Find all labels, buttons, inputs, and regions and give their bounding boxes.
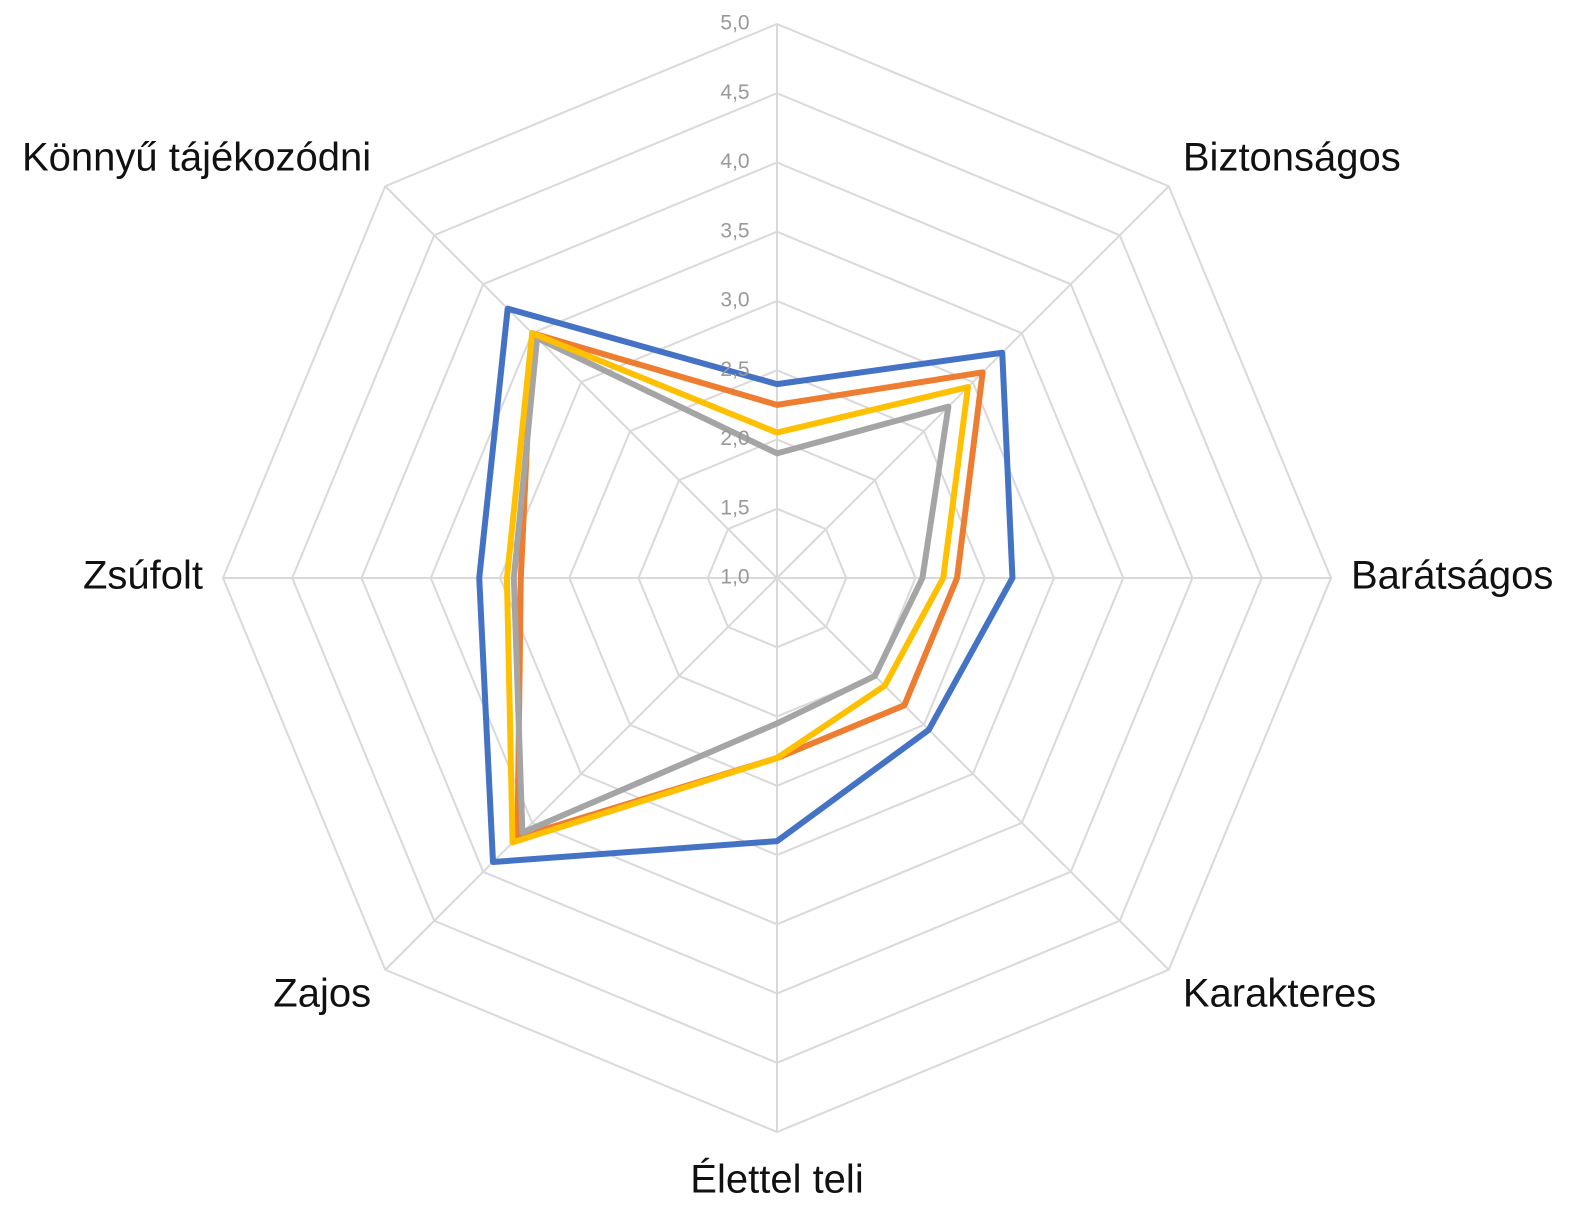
y-tick-label: 3,0	[720, 289, 749, 312]
series-line	[510, 335, 952, 836]
category-label: Zsúfolt	[83, 554, 203, 598]
y-tick-label: 1,5	[720, 496, 749, 519]
grid-ring	[637, 438, 917, 718]
grid-ring	[568, 369, 986, 787]
category-label: Élettel teli	[690, 1157, 863, 1202]
grid-ring	[498, 299, 1056, 857]
grid-ring	[706, 507, 848, 649]
series-layer	[476, 305, 1016, 866]
series-line	[476, 305, 1016, 866]
y-tick-label: 5,0	[720, 12, 749, 35]
y-tick-label: 4,0	[720, 150, 749, 173]
label-layer: 1,0 1,5 2,0 2,5 3,0 3,5 4,0 4,5 5,0 Biztonságos Ba…	[22, 12, 1553, 1202]
category-label: Biztonságos	[1183, 136, 1401, 180]
grid	[221, 22, 1333, 1134]
y-tick-label: 3,5	[720, 219, 749, 242]
y-tick-label: 2,0	[720, 427, 749, 450]
category-label: Barátságos	[1351, 554, 1553, 598]
series-line	[503, 330, 971, 846]
category-label: Karakteres	[1183, 971, 1376, 1015]
grid-ring	[291, 92, 1263, 1064]
grid-ring	[360, 161, 1194, 995]
category-label: Zajos	[273, 971, 371, 1015]
y-tick-label: 4,5	[720, 81, 749, 104]
y-tick-label: 1,0	[720, 566, 749, 589]
category-label: Könnyű tájékozódni	[22, 136, 371, 180]
y-tick-label: 2,5	[720, 358, 749, 381]
grid-ring	[221, 22, 1333, 1134]
